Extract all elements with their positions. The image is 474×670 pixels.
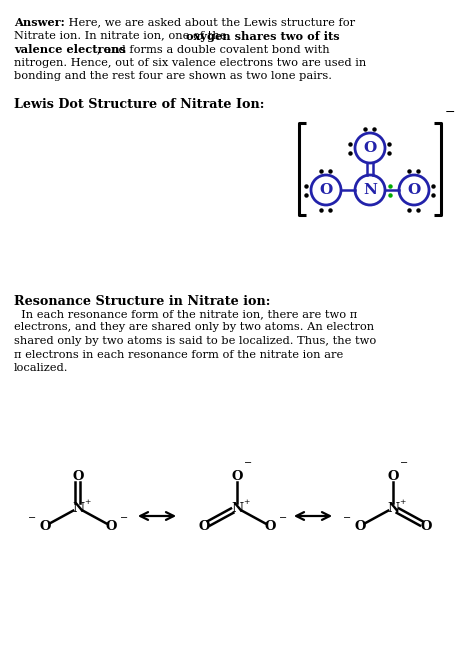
Text: O: O (198, 519, 210, 533)
Text: O: O (72, 470, 84, 482)
Text: O: O (264, 519, 276, 533)
Text: −: − (120, 515, 128, 523)
Text: O: O (231, 470, 243, 482)
Text: Resonance Structure in Nitrate ion:: Resonance Structure in Nitrate ion: (14, 295, 270, 308)
Text: O: O (364, 141, 377, 155)
Text: O: O (319, 183, 333, 197)
Text: N: N (363, 183, 377, 197)
Text: O: O (354, 519, 366, 533)
Text: O: O (420, 519, 432, 533)
Text: localized.: localized. (14, 363, 69, 373)
Text: −: − (343, 515, 351, 523)
Text: nitrogen. Hence, out of six valence electrons two are used in: nitrogen. Hence, out of six valence elec… (14, 58, 366, 68)
Text: π electrons in each resonance form of the nitrate ion are: π electrons in each resonance form of th… (14, 350, 343, 360)
Text: +: + (84, 498, 91, 506)
Text: shared only by two atoms is said to be localized. Thus, the two: shared only by two atoms is said to be l… (14, 336, 376, 346)
Text: Answer:: Answer: (14, 17, 65, 28)
Text: N: N (72, 502, 84, 515)
Text: +: + (399, 498, 405, 506)
Text: Here, we are asked about the Lewis structure for: Here, we are asked about the Lewis struc… (65, 17, 355, 27)
Text: −: − (244, 459, 252, 468)
Text: oxygen shares two of its: oxygen shares two of its (186, 31, 340, 42)
Text: Nitrate ion. In nitrate ion, one of the: Nitrate ion. In nitrate ion, one of the (14, 31, 230, 40)
Text: , and forms a double covalent bond with: , and forms a double covalent bond with (97, 44, 329, 54)
Text: O: O (387, 470, 399, 482)
Text: N: N (231, 502, 243, 515)
Text: electrons, and they are shared only by two atoms. An electron: electrons, and they are shared only by t… (14, 322, 374, 332)
Text: −: − (400, 459, 408, 468)
Text: O: O (407, 183, 420, 197)
Text: −: − (279, 515, 287, 523)
Text: Lewis Dot Structure of Nitrate Ion:: Lewis Dot Structure of Nitrate Ion: (14, 98, 264, 111)
Text: bonding and the rest four are shown as two lone pairs.: bonding and the rest four are shown as t… (14, 71, 332, 81)
Text: +: + (243, 498, 249, 506)
Text: valence electrons: valence electrons (14, 44, 126, 55)
Text: −: − (28, 515, 36, 523)
Text: O: O (39, 519, 51, 533)
Text: −: − (445, 106, 456, 119)
Text: N: N (387, 502, 399, 515)
Text: O: O (105, 519, 117, 533)
Text: In each resonance form of the nitrate ion, there are two π: In each resonance form of the nitrate io… (14, 309, 357, 319)
